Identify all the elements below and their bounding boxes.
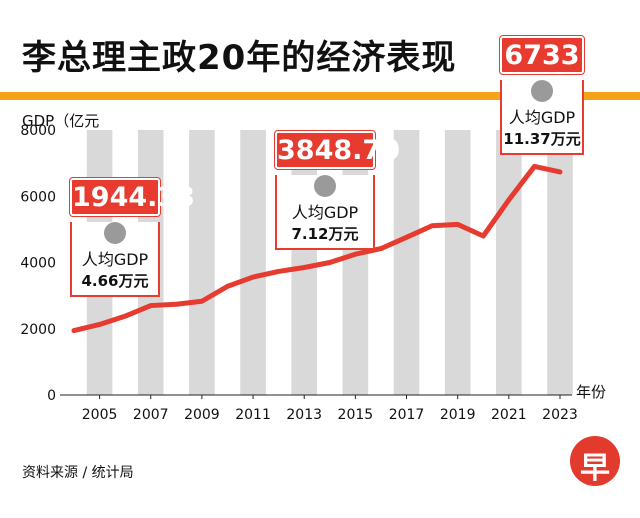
callout-2023: 6733 人均GDP 11.37万元 bbox=[500, 36, 584, 155]
callout-label: 人均GDP bbox=[81, 250, 149, 269]
callout-per-capita: 7.12万元 bbox=[291, 225, 359, 243]
x-tick-label: 2021 bbox=[491, 407, 527, 423]
x-tick-label: 2007 bbox=[133, 407, 169, 423]
callout-panel: 人均GDP 7.12万元 bbox=[275, 175, 375, 250]
person-icon bbox=[104, 222, 126, 244]
callout-gdp-value: 1944.33 bbox=[70, 178, 195, 216]
grid-band bbox=[444, 130, 471, 395]
grid-band bbox=[189, 130, 215, 395]
callout-panel: 人均GDP 11.37万元 bbox=[500, 80, 584, 155]
x-tick-label: 2013 bbox=[286, 407, 322, 423]
source-note: 资料来源 / 统计局 bbox=[22, 465, 134, 481]
callout-label: 人均GDP bbox=[291, 203, 359, 222]
chart-title: 李总理主政20年的经济表现 bbox=[22, 38, 457, 78]
grid-band bbox=[393, 130, 420, 395]
grid-band bbox=[291, 130, 317, 395]
publisher-logo: 早 bbox=[570, 436, 620, 486]
x-tick-label: 2023 bbox=[542, 407, 578, 423]
x-axis-label: 年份 bbox=[576, 383, 607, 401]
x-tick-label: 2011 bbox=[235, 407, 271, 423]
person-icon bbox=[531, 80, 553, 102]
x-tick-label: 2017 bbox=[389, 407, 425, 423]
x-tick-label: 2015 bbox=[338, 407, 374, 423]
y-axis-label: GDP（亿元 bbox=[22, 112, 100, 130]
y-tick-label: 8000 bbox=[20, 123, 56, 139]
y-tick-label: 4000 bbox=[20, 256, 56, 272]
x-tick-label: 2005 bbox=[82, 407, 118, 423]
logo-glyph: 早 bbox=[580, 451, 610, 486]
gdp-series-line bbox=[71, 163, 563, 334]
callout-2004: 1944.33 人均GDP 4.66万元 bbox=[70, 178, 195, 297]
callout-per-capita: 11.37万元 bbox=[503, 130, 581, 148]
callout-per-capita: 4.66万元 bbox=[81, 272, 149, 290]
person-icon bbox=[314, 175, 336, 197]
callout-gdp-value: 3848.70 bbox=[275, 131, 400, 169]
y-tick-label: 2000 bbox=[20, 322, 56, 338]
grid-band bbox=[496, 130, 522, 395]
grid-band bbox=[240, 130, 266, 395]
callout-label: 人均GDP bbox=[508, 108, 576, 127]
x-tick-label: 2009 bbox=[184, 407, 220, 423]
callout-gdp-value: 6733 bbox=[500, 36, 584, 74]
callout-panel: 人均GDP 4.66万元 bbox=[70, 222, 160, 297]
title-underline bbox=[0, 92, 640, 100]
y-tick-label: 6000 bbox=[20, 189, 56, 205]
grid-band bbox=[342, 130, 369, 395]
x-tick-label: 2019 bbox=[440, 407, 476, 423]
callout-2013: 3848.70 人均GDP 7.12万元 bbox=[275, 131, 400, 250]
y-tick-label: 0 bbox=[47, 388, 56, 404]
